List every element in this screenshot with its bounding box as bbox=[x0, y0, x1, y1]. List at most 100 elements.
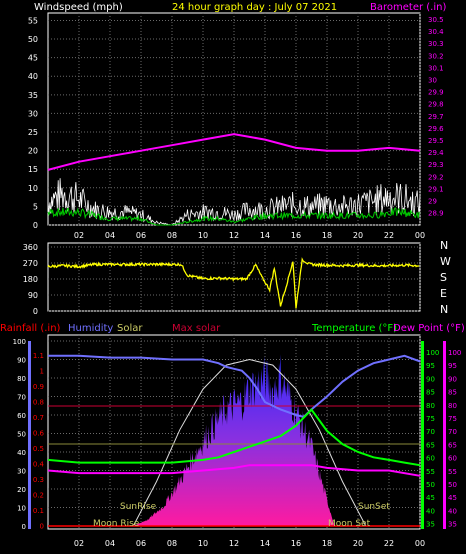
panel3-xtick-label: 04 bbox=[105, 539, 115, 548]
barometer-ytick-label: 30 bbox=[428, 77, 437, 85]
dewpoint-ytick-label: 55 bbox=[448, 468, 457, 476]
panel1-xtick-label: 20 bbox=[353, 231, 363, 240]
rainfall-ytick-label: 0 bbox=[40, 523, 44, 531]
humidity-legend: Humidity bbox=[68, 323, 113, 334]
temperature-ytick-label: 40 bbox=[426, 507, 435, 515]
wind-ytick-label: 30 bbox=[28, 109, 38, 118]
panel3-xtick-label: 22 bbox=[384, 539, 394, 548]
humidity-ytick-label: 10 bbox=[17, 505, 26, 513]
rainfall-ytick-label: 1.1 bbox=[33, 352, 44, 360]
dewpoint-ytick-label: 60 bbox=[448, 455, 457, 463]
temperature-ytick-label: 100 bbox=[426, 349, 439, 357]
wind-ytick-label: 15 bbox=[28, 165, 38, 174]
solar-area bbox=[133, 354, 335, 526]
humidity-ytick-label: 0 bbox=[22, 523, 26, 531]
panel1-xtick-label: 08 bbox=[167, 231, 177, 240]
rainfall-ytick-label: 0.4 bbox=[33, 461, 45, 469]
rainfall-ytick-label: 0.8 bbox=[33, 399, 44, 407]
panel3-xtick-label: 06 bbox=[136, 539, 146, 548]
temperature-ytick-label: 45 bbox=[426, 494, 435, 502]
humidity-ytick-label: 90 bbox=[17, 357, 26, 365]
humidity-ytick-label: 70 bbox=[17, 394, 26, 402]
wind-ytick-label: 45 bbox=[28, 54, 38, 63]
humidity-ytick-label: 60 bbox=[17, 412, 26, 420]
humidity-ytick-label: 50 bbox=[17, 431, 26, 439]
wind-average-line bbox=[47, 207, 421, 226]
humidity-ytick-label: 40 bbox=[17, 449, 26, 457]
wind-ytick-label: 5 bbox=[33, 202, 38, 211]
dewpoint-ytick-label: 50 bbox=[448, 481, 457, 489]
temperature-ytick-label: 55 bbox=[426, 468, 435, 476]
panel3-xtick-label: 20 bbox=[353, 539, 363, 548]
temperature-ytick-label: 95 bbox=[426, 362, 435, 370]
panel1-grid bbox=[48, 13, 421, 226]
direction-ytick-label: 180 bbox=[23, 275, 38, 284]
barometer-ytick-label: 30.5 bbox=[428, 16, 444, 24]
dew-point-line bbox=[47, 464, 421, 477]
panel3-xtick-label: 08 bbox=[167, 539, 177, 548]
wind-ytick-label: 40 bbox=[28, 72, 38, 81]
panel3-xtick-label: 14 bbox=[260, 539, 270, 548]
rainfall-ytick-label: 0.3 bbox=[33, 476, 44, 484]
panel3-xtick-label: 16 bbox=[291, 539, 301, 548]
rainfall-ytick-label: 0.1 bbox=[33, 507, 44, 515]
panel1-series bbox=[47, 133, 421, 226]
direction-ytick-label: 90 bbox=[28, 291, 38, 300]
panel3-axes: 02 04 06 08 10 12 14 16 18 20 22 000102030405060708… bbox=[13, 338, 462, 548]
dewpoint-ytick-label: 75 bbox=[448, 415, 457, 423]
barometer-ytick-label: 30.2 bbox=[428, 52, 444, 60]
wind-ytick-label: 0 bbox=[33, 221, 38, 230]
temperature-ytick-label: 60 bbox=[426, 455, 435, 463]
panel1-xtick-label: 22 bbox=[384, 231, 394, 240]
barometer-ytick-label: 29.6 bbox=[428, 125, 444, 133]
barometer-ytick-label: 29.7 bbox=[428, 113, 444, 121]
wind-axis-title: Windspeed (mph) bbox=[34, 2, 123, 13]
barometer-ytick-label: 29.9 bbox=[428, 89, 444, 97]
dewpoint-ytick-label: 90 bbox=[448, 375, 457, 383]
chart-title: 24 hour graph day : July 07 2021 bbox=[172, 2, 337, 13]
wind-speed-line bbox=[47, 178, 421, 226]
panel1-xtick-label: 18 bbox=[322, 231, 332, 240]
barometer-axis-title: Barometer (.in) bbox=[370, 2, 446, 13]
panel1-xtick-label: 14 bbox=[260, 231, 270, 240]
wind-ytick-label: 25 bbox=[28, 128, 38, 137]
panel1-xtick-label: 10 bbox=[198, 231, 208, 240]
rainfall-axis-title: Rainfall (.in) bbox=[0, 323, 61, 334]
temperature-ytick-label: 75 bbox=[426, 415, 435, 423]
wind-ytick-label: 35 bbox=[28, 91, 38, 100]
direction-ytick-label: 360 bbox=[23, 243, 38, 252]
rainfall-ytick-label: 0.5 bbox=[33, 445, 44, 453]
panel3-xtick-label: 00 bbox=[415, 539, 425, 548]
max-solar-curve bbox=[132, 358, 367, 527]
compass-w: W bbox=[440, 255, 451, 268]
barometer-ytick-label: 30.3 bbox=[428, 40, 444, 48]
temperature-ytick-label: 70 bbox=[426, 428, 435, 436]
dewpoint-axis-bar bbox=[443, 341, 446, 529]
barometer-ytick-label: 30.4 bbox=[428, 28, 444, 36]
dewpoint-ytick-label: 70 bbox=[448, 428, 457, 436]
compass-e: E bbox=[440, 287, 447, 300]
moonrise-label: Moon Rise bbox=[93, 519, 140, 529]
dew-point-legend: Dew Point (°F) bbox=[393, 323, 465, 334]
barometer-ytick-label: 29 bbox=[428, 198, 437, 206]
wind-ytick-label: 10 bbox=[28, 184, 38, 193]
solar-legend: Solar bbox=[117, 323, 143, 334]
panel3-xtick-label: 10 bbox=[198, 539, 208, 548]
panel1-axes: 02 04 06 08 10 12 14 16 18 20 22 000510152025303540… bbox=[28, 16, 444, 240]
panel3-xtick-label: 02 bbox=[74, 539, 84, 548]
panel1-xtick-label: 12 bbox=[229, 231, 239, 240]
dewpoint-ytick-label: 40 bbox=[448, 507, 457, 515]
panel3-xtick-label: 12 bbox=[229, 539, 239, 548]
rainfall-ytick-label: 1 bbox=[40, 368, 44, 376]
barometer-ytick-label: 30.1 bbox=[428, 64, 444, 72]
panel1-xtick-label: 02 bbox=[74, 231, 84, 240]
temperature-ytick-label: 50 bbox=[426, 481, 435, 489]
temperature-ytick-label: 35 bbox=[426, 521, 435, 529]
sunset-label: SunSet bbox=[358, 502, 390, 512]
rainfall-ytick-label: 0.9 bbox=[33, 383, 44, 391]
moonset-label: Moon Set bbox=[328, 519, 371, 529]
wind-ytick-label: 20 bbox=[28, 147, 38, 156]
panel1-xtick-label: 00 bbox=[415, 231, 425, 240]
dewpoint-ytick-label: 65 bbox=[448, 441, 457, 449]
